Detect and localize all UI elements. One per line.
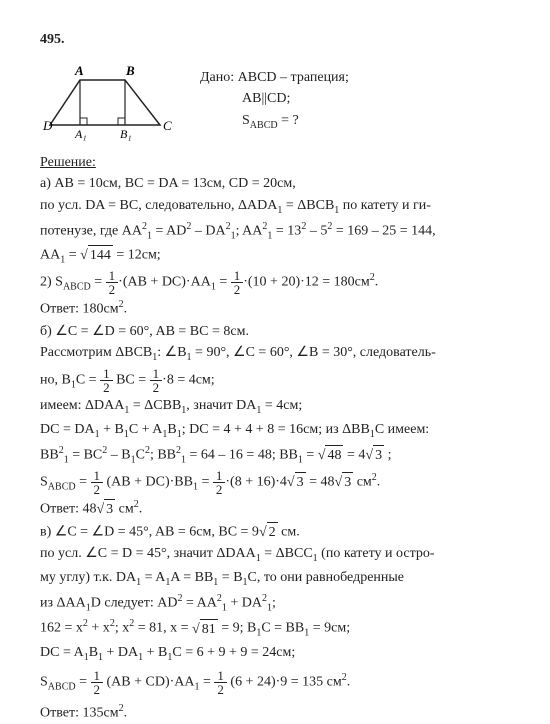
b-line3: но, B1C = 12 BC = 12·8 = 4см; xyxy=(40,367,510,394)
a-line3: потенузе, где AA21 = AD2 – DA21; AA21 = … xyxy=(40,220,510,243)
label-B1: B₁ xyxy=(120,127,132,141)
label-B: B xyxy=(125,63,135,78)
c-line5: 162 = x2 + x2; x2 = 81, x = √81 = 9; B1C… xyxy=(40,617,510,640)
b-answer: Ответ: 48√3 см2. xyxy=(40,498,510,520)
label-A: A xyxy=(74,63,84,78)
label-D: D xyxy=(42,118,53,133)
a-line1: а) AB = 10см, BC = DA = 13см, CD = 20см, xyxy=(40,174,510,194)
b-line1: б) ∠C = ∠D = 60°, AB = BC = 8см. xyxy=(40,322,510,342)
top-row: A B C D A₁ B₁ Дано: ABCD – трапеция; AB|… xyxy=(40,60,510,145)
c-line2: по усл. ∠C = D = 45°, значит ΔDAA1 = ΔBC… xyxy=(40,544,510,566)
c-line4: из ΔAA1D следует: AD2 = AA21 + DA21; xyxy=(40,592,510,615)
given-line-3: SABCD = ? xyxy=(200,111,510,133)
c-line3: му углу) т.к. DA1 = A1A = BB1 = B1C, то … xyxy=(40,568,510,590)
given-line-1: Дано: ABCD – трапеция; xyxy=(200,68,510,88)
a-line5: 2) SABCD = 12·(AB + DC)·AA1 = 12·(10 + 2… xyxy=(40,269,510,296)
b-line5: DC = DA1 + B1C + A1B1; DC = 4 + 4 + 8 = … xyxy=(40,420,510,442)
label-C: C xyxy=(163,118,172,133)
c-line7: SABCD = 12 (AB + CD)·AA1 = 12 (6 + 24)·9… xyxy=(40,669,510,696)
b-line7: SABCD = 12 (AB + DC)·BB1 = 12·(8 + 16)·4… xyxy=(40,469,510,496)
c-answer: Ответ: 135см2. xyxy=(40,702,510,723)
b-line2: Рассмотрим ΔBCB1: ∠B1 = 90°, ∠C = 60°, ∠… xyxy=(40,343,510,365)
label-A1: A₁ xyxy=(74,127,87,141)
problem-number: 495. xyxy=(40,30,510,50)
solution-label: Решение: xyxy=(40,153,510,173)
given-block: Дано: ABCD – трапеция; AB||CD; SABCD = ? xyxy=(200,60,510,145)
trapezoid-diagram: A B C D A₁ B₁ xyxy=(40,60,180,145)
b-line6: BB21 = BC2 – B1C2; BB21 = 64 – 16 = 48; … xyxy=(40,444,510,467)
a-line2: по усл. DA = BC, следовательно, ΔADA1 = … xyxy=(40,196,510,218)
c-line1: в) ∠C = ∠D = 45°, AB = 6см, BC = 9√2 см. xyxy=(40,522,510,543)
b-line4: имеем: ΔDAA1 = ΔCBB1, значит DA1 = 4см; xyxy=(40,396,510,418)
a-answer: Ответ: 180см2. xyxy=(40,298,510,319)
a-line4: AA1 = √144 = 12см; xyxy=(40,245,510,267)
c-line6: DC = A1B1 + DA1 + B1C = 6 + 9 + 9 = 24см… xyxy=(40,643,510,665)
given-line-2: AB||CD; xyxy=(200,89,510,109)
